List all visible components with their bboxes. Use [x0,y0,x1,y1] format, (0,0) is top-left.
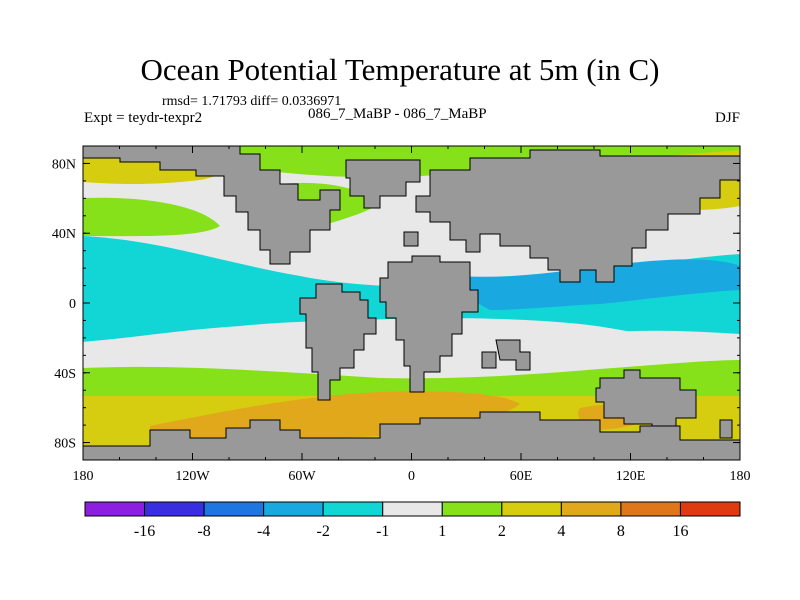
colorbar-swatch [322,501,384,517]
colorbar: -16 -8 -4 -2 -1 1 2 4 8 16 [84,501,741,540]
land-europe-west [403,231,419,247]
land-madagascar [481,351,497,369]
band-sh-white-east [560,330,740,363]
y-tick-label: 0 [69,297,76,312]
land-greenland [345,159,421,209]
colorbar-label: 1 [438,523,446,540]
y-tick-label: 80S [54,437,76,452]
x-tick-label: 180 [73,469,94,484]
x-tick-label: 60W [288,469,316,484]
colorbar-label: -2 [317,523,330,540]
band-nh-green-west [83,197,220,237]
band-south-green [83,360,740,396]
colorbar-swatch [560,501,622,517]
colorbar-swatch [382,501,443,517]
land-india-sea [495,339,531,371]
chart-title: Ocean Potential Temperature at 5m (in C) [140,52,660,87]
x-tick-label: 120W [175,469,210,484]
y-tick-label: 40N [52,227,76,242]
colorbar-label: -16 [134,523,155,540]
colorbar-swatch [84,501,146,517]
colorbar-swatch [620,501,681,517]
y-tick-label: 80N [52,157,76,172]
colorbar-swatch [679,501,741,517]
colorbar-label: 2 [498,523,506,540]
land-africa [379,255,479,393]
season-label: DJF [714,110,740,126]
x-tick-label: 180 [730,469,751,484]
land-new-zealand [719,419,733,439]
colorbar-label: 16 [672,523,688,540]
land-south-america [299,283,377,401]
land-north-america [82,145,341,265]
land-masses [82,145,741,461]
subtitle: 086_7_MaBP - 086_7_MaBP [308,106,487,122]
x-tick-label: 60E [510,469,533,484]
colorbar-label: -4 [257,523,270,540]
colorbar-label: 8 [617,523,625,540]
colorbar-swatch [441,501,503,517]
band-tropical-blue [460,259,740,310]
colorbar-swatch [501,501,562,517]
stats-text: rmsd= 1.71793 diff= 0.0336971 [162,94,342,109]
experiment-label: Expt = teydr-texpr2 [84,110,203,126]
y-tick-label: 40S [54,367,76,382]
y-axis: 80N 40N 0 40S 80S [52,157,740,452]
colorbar-label: -8 [197,523,210,540]
band-sh-white [83,338,240,370]
colorbar-label: 4 [557,523,565,540]
colorbar-swatch [203,501,265,517]
x-axis: 180 120W 60W 0 60E 120E 180 [73,146,751,484]
colorbar-swatch [144,501,205,517]
colorbar-label: -1 [376,523,389,540]
colorbar-swatch [263,501,324,517]
x-tick-label: 120E [616,469,646,484]
x-tick-label: 0 [408,469,415,484]
